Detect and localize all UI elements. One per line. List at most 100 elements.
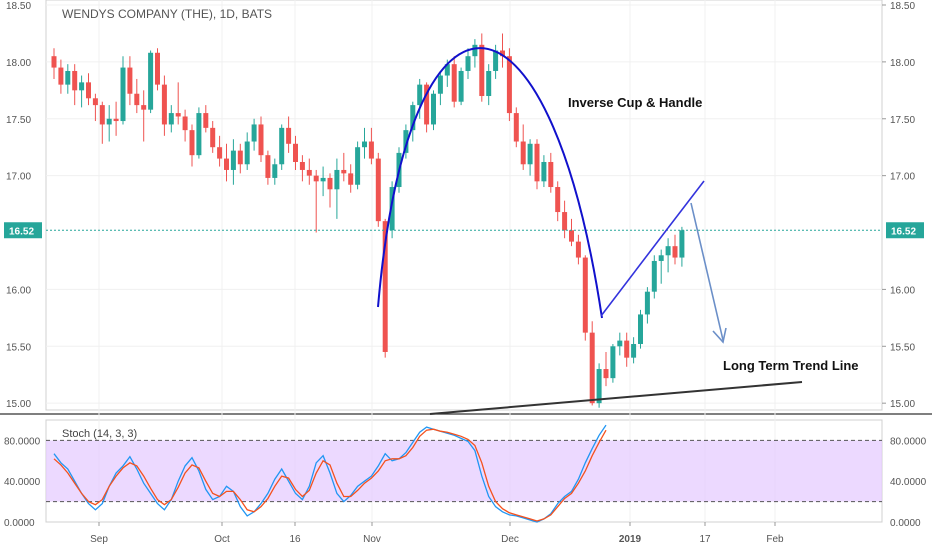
last-price-badge-left [4, 222, 42, 239]
x-tick-label: 2019 [619, 534, 642, 545]
candle-body [486, 70, 492, 97]
candle-body [210, 127, 216, 148]
stoch-tick-label-left: 0.0000 [4, 518, 35, 529]
candle-body [437, 75, 443, 94]
candle-body [348, 173, 354, 185]
chart-title: WENDYS COMPANY (THE), 1D, BATS [62, 7, 272, 21]
candle-body [196, 113, 202, 156]
candle-body [389, 187, 395, 231]
candle-body [334, 169, 340, 190]
candle-body [127, 67, 133, 94]
candle-body [224, 158, 229, 170]
y-tick-label-left: 18.00 [6, 58, 31, 69]
y-tick-label-left: 15.00 [6, 399, 31, 410]
candle-body [500, 50, 505, 57]
y-tick-label-left: 16.00 [6, 285, 31, 296]
candle-body [424, 84, 430, 125]
candle-body [493, 50, 499, 71]
annotation-trend-line: Long Term Trend Line [723, 358, 859, 373]
candle-body [506, 56, 512, 114]
candle-body [665, 246, 671, 256]
candle-body [472, 44, 478, 57]
stoch-tick-label-right: 80.0000 [890, 436, 927, 447]
stoch-k-line [53, 424, 607, 523]
handle-line [600, 227, 669, 317]
y-tick-label-right: 15.50 [890, 342, 915, 353]
stoch-band [46, 440, 882, 502]
candle-body [582, 257, 588, 333]
candle-body [603, 369, 609, 379]
candle-body [244, 141, 250, 165]
x-tick-label: 17 [699, 534, 711, 545]
candle-body [51, 56, 57, 68]
candle-body [555, 187, 561, 213]
candle-body [313, 175, 319, 182]
projection-arrow-head [712, 327, 727, 344]
candle-body [638, 314, 643, 345]
stoch-tick-label-right: 0.0000 [890, 518, 921, 529]
candle-body [658, 255, 664, 261]
annotation-cup-handle: Inverse Cup & Handle [568, 95, 702, 110]
candle-body [230, 150, 236, 170]
y-tick-label-left: 15.50 [6, 342, 31, 353]
candle-body [410, 105, 416, 131]
y-tick-label-right: 15.00 [890, 399, 915, 410]
candle-body [520, 141, 526, 165]
y-tick-label-left: 17.00 [6, 172, 31, 183]
candle-body [120, 67, 126, 122]
last-price-label-left: 16.52 [9, 226, 34, 237]
candle-body [134, 93, 140, 106]
candle-body [644, 291, 650, 315]
x-tick-label: 16 [289, 534, 301, 545]
candle-body [513, 113, 519, 142]
candle-body [451, 64, 457, 102]
candle-body [679, 230, 685, 258]
x-tick-label: Sep [90, 534, 108, 545]
axis-layer: 18.50 18.50 18.00 18.00 17.50 17.50 17.00 17.00… [4, 1, 927, 545]
candle-body [548, 161, 554, 188]
candle-body [265, 155, 271, 178]
y-tick-label-left: 18.50 [6, 1, 31, 12]
last-price-label-right: 16.52 [891, 226, 916, 237]
stoch-tick-label-left: 80.0000 [4, 436, 41, 447]
candle-body [175, 113, 181, 117]
candle-body [182, 116, 188, 131]
projection-arrow-line [690, 202, 724, 341]
candle-body [327, 177, 333, 190]
candle-body [527, 143, 533, 165]
candle-body [58, 67, 64, 85]
candle-body [237, 150, 243, 165]
handle-extension [667, 180, 705, 229]
candle-body [72, 70, 78, 91]
candle-body [286, 127, 292, 144]
candle-body [341, 169, 347, 174]
candle-body [458, 70, 464, 102]
candle-body [155, 52, 160, 85]
y-tick-label-right: 18.00 [890, 58, 915, 69]
candle-body [251, 124, 257, 142]
candle-body [92, 98, 98, 106]
stoch-title: Stoch (14, 3, 3) [62, 428, 137, 440]
x-tick-label: Oct [214, 534, 230, 545]
candle-body [203, 113, 209, 128]
candle-body [79, 82, 85, 91]
candle-body [279, 127, 285, 165]
candle-body [417, 84, 423, 106]
y-tick-label-right: 18.50 [890, 1, 915, 12]
y-tick-label-right: 17.50 [890, 115, 915, 126]
x-tick-label: Feb [766, 534, 784, 545]
last-price-badge-right [886, 222, 924, 239]
candle-body [368, 141, 374, 159]
candle-body [672, 246, 678, 258]
candle-body [569, 230, 574, 242]
candle-body [161, 84, 167, 125]
candle-body [479, 44, 485, 97]
y-tick-label-left: 17.50 [6, 115, 31, 126]
candle-body [299, 161, 305, 170]
candle-body [541, 161, 547, 182]
candle-body [320, 177, 326, 182]
price-pane-frame [45, 0, 883, 411]
candle-body [168, 113, 174, 125]
